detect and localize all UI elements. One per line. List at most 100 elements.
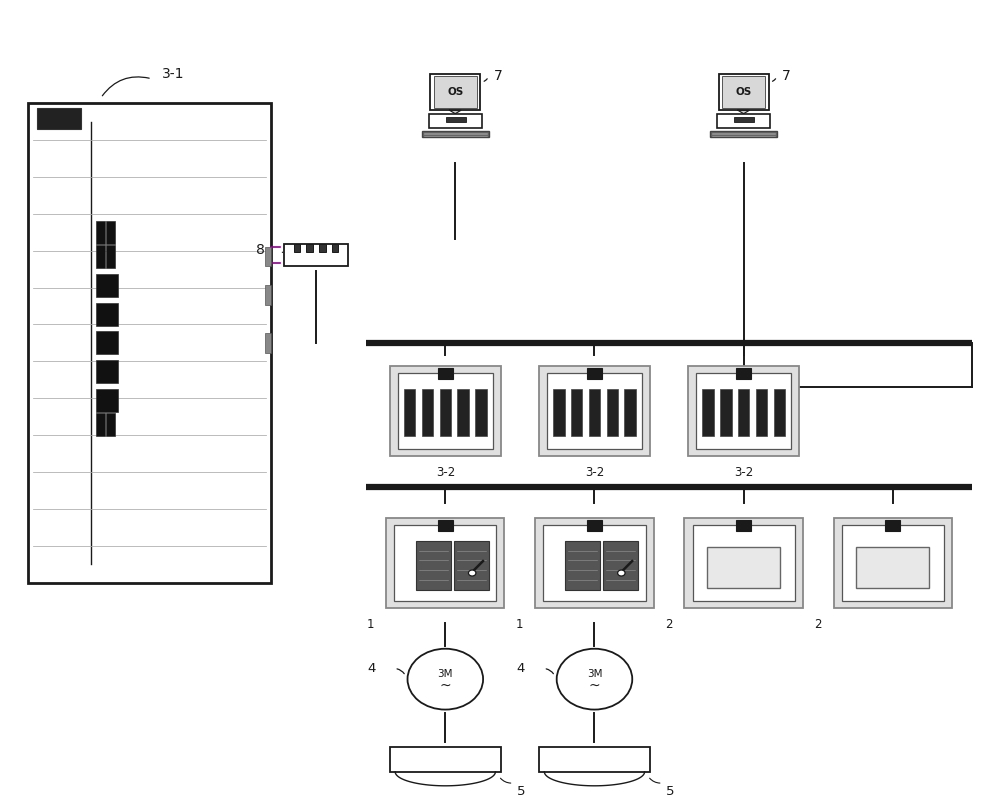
Bar — [688, 366, 799, 456]
Bar — [332, 244, 338, 251]
Bar — [565, 541, 600, 590]
Bar — [106, 221, 115, 244]
Text: 1: 1 — [367, 618, 374, 631]
Bar — [306, 244, 313, 251]
Text: 3M: 3M — [438, 669, 453, 679]
Bar — [834, 518, 952, 608]
Bar — [96, 413, 105, 436]
Bar — [96, 221, 105, 244]
Bar — [265, 334, 271, 352]
Text: 3-2: 3-2 — [436, 467, 455, 480]
Bar — [684, 518, 803, 608]
Text: 3-1: 3-1 — [162, 67, 184, 81]
Bar — [390, 366, 501, 456]
Bar — [719, 73, 769, 110]
Bar — [265, 247, 271, 266]
Bar — [96, 360, 118, 384]
Bar — [96, 274, 118, 297]
Text: 3-2: 3-2 — [734, 467, 753, 480]
Circle shape — [408, 649, 483, 709]
Text: 3M: 3M — [587, 669, 602, 679]
Bar — [710, 131, 777, 137]
Text: 7: 7 — [493, 69, 502, 83]
Bar — [756, 389, 767, 436]
Bar — [736, 521, 751, 531]
Bar — [603, 541, 638, 590]
Bar — [624, 389, 636, 436]
Bar — [96, 245, 105, 268]
Text: 3-2: 3-2 — [585, 467, 604, 480]
Bar — [607, 389, 618, 436]
Text: 4: 4 — [516, 662, 525, 675]
Bar — [28, 103, 271, 583]
Bar — [294, 244, 300, 251]
Bar — [720, 389, 732, 436]
Bar — [717, 114, 770, 128]
Bar — [446, 117, 466, 123]
Bar — [265, 285, 271, 305]
Bar — [734, 117, 754, 123]
Bar — [106, 245, 115, 268]
Bar — [547, 372, 642, 450]
Bar — [96, 331, 118, 355]
Circle shape — [618, 570, 625, 576]
Bar — [404, 389, 415, 436]
Text: 8: 8 — [256, 243, 265, 257]
Bar — [390, 746, 501, 772]
Text: 2: 2 — [665, 618, 673, 631]
Bar — [106, 413, 115, 436]
Circle shape — [557, 649, 632, 709]
Bar — [37, 108, 81, 129]
Text: 5: 5 — [666, 785, 675, 798]
Bar — [589, 389, 600, 436]
Bar — [440, 389, 451, 436]
Text: 5: 5 — [517, 785, 526, 798]
Bar — [438, 368, 453, 379]
Bar — [539, 746, 650, 772]
Bar — [96, 302, 118, 326]
Bar — [543, 525, 646, 601]
Bar — [885, 521, 900, 531]
Polygon shape — [738, 110, 749, 114]
Bar — [422, 131, 489, 137]
Text: ~: ~ — [439, 679, 451, 693]
Bar — [696, 372, 791, 450]
Polygon shape — [450, 110, 461, 114]
Text: 7: 7 — [782, 69, 791, 83]
Bar — [702, 389, 714, 436]
Bar — [457, 389, 469, 436]
Bar — [535, 518, 654, 608]
Bar — [434, 77, 477, 107]
Bar — [438, 521, 453, 531]
Bar — [774, 389, 785, 436]
Bar — [736, 368, 751, 379]
Bar — [454, 541, 489, 590]
Bar — [429, 114, 482, 128]
Text: 1: 1 — [516, 618, 523, 631]
Bar — [553, 389, 565, 436]
Bar — [416, 541, 451, 590]
Bar — [856, 547, 929, 588]
Bar — [394, 525, 496, 601]
Bar — [587, 521, 602, 531]
Text: OS: OS — [447, 87, 463, 97]
Bar — [319, 244, 326, 251]
Bar — [738, 389, 749, 436]
Bar — [398, 372, 493, 450]
Bar — [587, 368, 602, 379]
Bar — [842, 525, 944, 601]
Bar — [707, 547, 780, 588]
Text: 2: 2 — [814, 618, 822, 631]
Bar — [571, 389, 582, 436]
Text: 4: 4 — [367, 662, 375, 675]
Bar — [475, 389, 487, 436]
Bar — [430, 73, 480, 110]
Text: ~: ~ — [589, 679, 600, 693]
Bar — [693, 525, 795, 601]
Bar — [422, 389, 433, 436]
Circle shape — [468, 570, 476, 576]
Bar — [284, 244, 348, 266]
Bar — [539, 366, 650, 456]
Bar — [722, 77, 765, 107]
Bar — [96, 389, 118, 412]
